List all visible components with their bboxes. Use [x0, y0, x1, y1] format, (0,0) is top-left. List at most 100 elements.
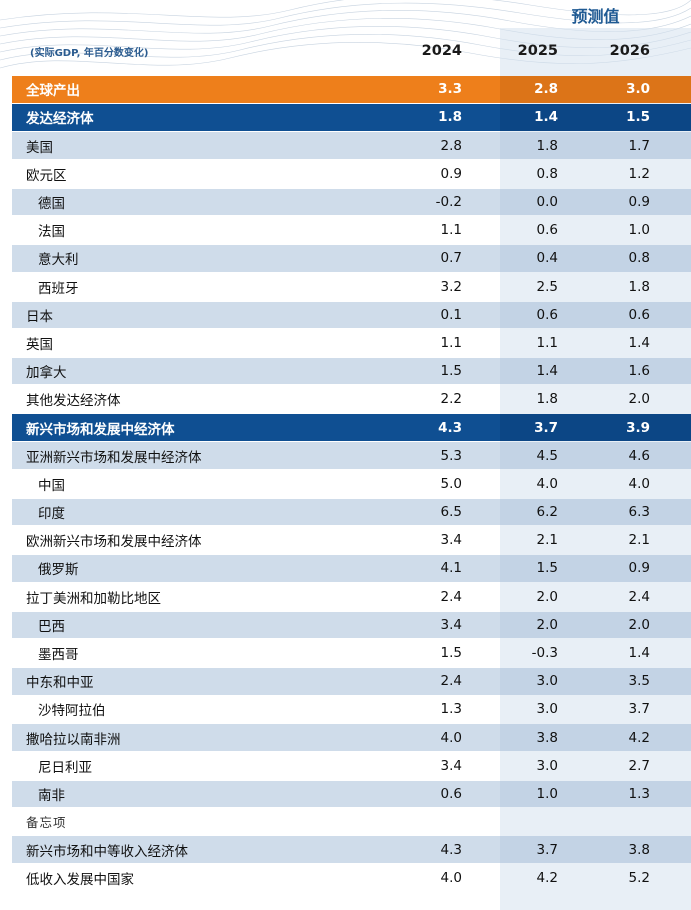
value-cell-2024: 6.5 — [440, 504, 462, 521]
row-label: 墨西哥 — [38, 647, 79, 664]
value-cell-2025: 2.8 — [534, 81, 558, 98]
table-row: 意大利 0.7 0.4 0.8 — [12, 245, 691, 272]
table-row: 俄罗斯 4.1 1.5 0.9 — [12, 555, 691, 582]
table-row: 备忘项 — [12, 809, 691, 835]
value-cell-2025: 1.8 — [536, 391, 558, 408]
value-cell-2024: 5.3 — [440, 447, 462, 464]
value-cell-2024: 4.3 — [440, 841, 462, 858]
value-cell-2024: 4.0 — [440, 869, 462, 886]
year-header-2026: 2026 — [609, 43, 650, 59]
value-cell-2025: 0.4 — [536, 250, 558, 267]
table-row: 拉丁美洲和加勒比地区 2.4 2.0 2.4 — [12, 583, 691, 610]
year-header-2024: 2024 — [421, 43, 462, 59]
value-cell-2026: 0.8 — [628, 250, 650, 267]
value-cell-2026: 4.0 — [628, 475, 650, 492]
row-label: 新兴市场和发展中经济体 — [26, 421, 175, 438]
value-cell-2024: 0.6 — [440, 785, 462, 802]
value-cell-2024: 3.4 — [440, 532, 462, 549]
table-row: 印度 6.5 6.2 6.3 — [12, 498, 691, 526]
table-row: 其他发达经济体 2.2 1.8 2.0 — [12, 386, 691, 413]
row-label: 低收入发展中国家 — [26, 871, 134, 888]
forecast-cell-shade — [500, 76, 691, 103]
value-cell-2024: 3.4 — [440, 616, 462, 633]
value-cell-2025: 6.2 — [536, 504, 558, 521]
row-label: 俄罗斯 — [38, 562, 79, 579]
value-cell-2026: 3.5 — [628, 673, 650, 690]
value-cell-2025: 3.0 — [536, 673, 558, 690]
value-cell-2025: 1.8 — [536, 137, 558, 154]
value-cell-2024: 4.0 — [440, 729, 462, 746]
value-cell-2026: 1.0 — [628, 222, 650, 239]
table-row: 加拿大 1.5 1.4 1.6 — [12, 357, 691, 385]
row-label: 全球产出 — [26, 83, 80, 100]
value-cell-2024: 0.7 — [440, 250, 462, 267]
value-cell-2026: 2.0 — [628, 616, 650, 633]
table-row: 新兴市场和中等收入经济体 4.3 3.7 3.8 — [12, 836, 691, 864]
table-row: 英国 1.1 1.1 1.4 — [12, 330, 691, 357]
row-label: 英国 — [26, 336, 53, 353]
row-label: 意大利 — [38, 252, 79, 269]
value-cell-2026: 3.9 — [626, 419, 650, 436]
row-label: 亚洲新兴市场和发展中经济体 — [26, 449, 202, 466]
value-cell-2026: 2.4 — [628, 588, 650, 605]
value-cell-2026: 0.9 — [628, 560, 650, 577]
row-label: 新兴市场和中等收入经济体 — [26, 843, 188, 860]
value-cell-2024: 1.1 — [440, 222, 462, 239]
year-header-2025: 2025 — [517, 43, 558, 59]
forecast-cell-shade — [500, 724, 691, 751]
forecast-label: 预测值 — [571, 7, 620, 26]
value-cell-2026: 2.7 — [628, 757, 650, 774]
row-label: 撒哈拉以南非洲 — [26, 731, 121, 748]
value-cell-2026: 1.4 — [628, 645, 650, 662]
table-row: 西班牙 3.2 2.5 1.8 — [12, 273, 691, 300]
value-cell-2025: 4.0 — [536, 475, 558, 492]
value-cell-2024: 2.2 — [440, 391, 462, 408]
value-cell-2026: 4.6 — [628, 447, 650, 464]
value-cell-2024: 1.1 — [440, 334, 462, 351]
forecast-cell-shade — [500, 245, 691, 272]
table-row: 日本 0.1 0.6 0.6 — [12, 301, 691, 329]
row-label: 尼日利亚 — [38, 759, 92, 776]
forecast-cell-shade — [500, 104, 691, 131]
row-label: 加拿大 — [26, 365, 67, 382]
value-cell-2026: 1.2 — [628, 165, 650, 182]
table-row: 低收入发展中国家 4.0 4.2 5.2 — [12, 865, 691, 892]
value-cell-2024: 2.8 — [440, 137, 462, 154]
row-label: 发达经济体 — [26, 111, 94, 128]
forecast-cell-shade — [500, 301, 691, 329]
forecast-cell-shade — [500, 498, 691, 526]
value-cell-2026: 3.7 — [628, 701, 650, 718]
value-cell-2025: 3.0 — [536, 701, 558, 718]
value-cell-2026: 6.3 — [628, 504, 650, 521]
value-cell-2024: -0.2 — [435, 194, 462, 211]
forecast-cell-shade — [500, 836, 691, 864]
value-cell-2025: 1.0 — [536, 785, 558, 802]
table-row: 欧元区 0.9 0.8 1.2 — [12, 161, 691, 188]
value-cell-2025: 4.2 — [536, 869, 558, 886]
forecast-cell-shade — [500, 357, 691, 385]
value-cell-2024: 2.4 — [440, 588, 462, 605]
value-cell-2024: 0.1 — [440, 306, 462, 323]
value-cell-2024: 1.8 — [438, 109, 462, 126]
value-cell-2026: 3.0 — [626, 81, 650, 98]
row-label: 西班牙 — [38, 280, 79, 297]
row-label: 印度 — [38, 506, 65, 523]
row-label: 欧元区 — [26, 167, 67, 184]
value-cell-2025: 0.8 — [536, 165, 558, 182]
value-cell-2026: 0.6 — [628, 306, 650, 323]
table-row: 德国 -0.2 0.0 0.9 — [12, 188, 691, 216]
value-cell-2025: 3.7 — [534, 419, 558, 436]
value-cell-2024: 1.5 — [440, 363, 462, 380]
value-cell-2024: 2.4 — [440, 673, 462, 690]
value-cell-2025: 4.5 — [536, 447, 558, 464]
decorative-wave-lines — [0, 0, 691, 69]
value-cell-2026: 1.6 — [628, 363, 650, 380]
value-cell-2025: 0.6 — [536, 306, 558, 323]
forecast-cell-shade — [500, 442, 691, 470]
table-row: 发达经济体 1.8 1.4 1.5 — [12, 104, 691, 131]
value-cell-2026: 4.2 — [628, 729, 650, 746]
value-cell-2025: 1.4 — [536, 363, 558, 380]
value-cell-2026: 5.2 — [628, 869, 650, 886]
row-label: 沙特阿拉伯 — [38, 703, 106, 720]
table-body: 全球产出 3.3 2.8 3.0 发达经济体 1.8 1.4 1.5 美国 2.8 1.8 1.7 欧元… — [12, 76, 691, 893]
